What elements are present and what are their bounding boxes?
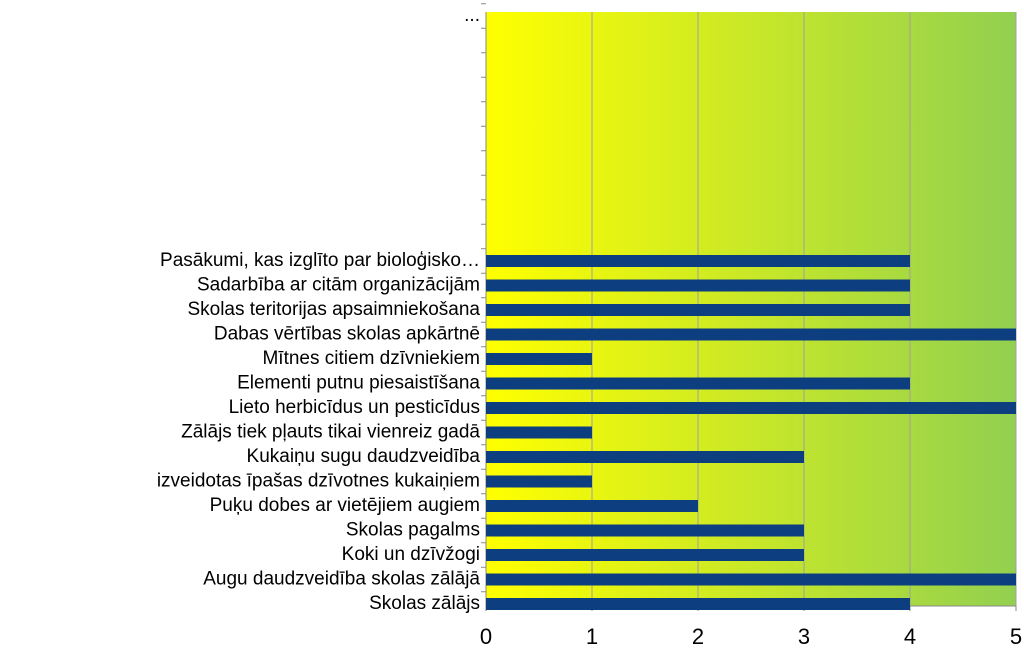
bar <box>486 353 592 365</box>
x-tick-label: 0 <box>480 624 492 649</box>
y-tick-label: Sadarbība ar citām organizācijām <box>197 275 480 296</box>
x-tick-label: 1 <box>586 624 598 649</box>
y-tick-label: Mītnes citiem dzīvniekiem <box>262 348 480 369</box>
x-tick-label: 3 <box>798 624 810 649</box>
bar <box>486 549 804 561</box>
x-tick-label: 4 <box>904 624 916 649</box>
y-tick-label: Skolas pagalms <box>346 520 480 541</box>
y-tick-label: Lieto herbicīdus un pesticīdus <box>229 397 480 418</box>
x-tick-label: 5 <box>1010 624 1022 649</box>
bar <box>486 255 910 267</box>
y-tick-label: Skolas teritorijas apsaimniekošana <box>187 299 480 320</box>
y-tick-label: Augu daudzveidība skolas zālājā <box>203 569 480 590</box>
y-tick-label: Elementi putnu piesaistīšana <box>237 373 480 394</box>
y-tick-label: Kukaiņu sugu daudzveidība <box>247 446 481 467</box>
bar <box>486 475 592 488</box>
y-tick-label: izveidotas īpašas dzīvotnes kukaiņiem <box>157 471 480 492</box>
bar <box>486 304 910 316</box>
y-tick-label: Puķu dobes ar vietējiem augiem <box>210 495 480 516</box>
bar <box>486 524 804 537</box>
bar <box>486 402 1016 414</box>
y-tick-label: Pasākumi, kas izglīto par bioloģisko… <box>160 250 480 271</box>
bar <box>486 426 592 439</box>
bar <box>486 573 1016 586</box>
bar <box>486 328 1016 341</box>
y-tick-label: Koki un dzīvžogi <box>342 544 480 565</box>
y-tick-label: ... <box>464 5 480 26</box>
bar <box>486 451 804 463</box>
bar <box>486 377 910 390</box>
y-tick-label: Dabas vērtības skolas apkārtnē <box>214 324 480 345</box>
y-tick-label: Skolas zālājs <box>369 593 480 614</box>
x-tick-label: 2 <box>692 624 704 649</box>
bar <box>486 279 910 292</box>
bar <box>486 500 698 512</box>
y-tick-label: Zālājs tiek pļauts tikai vienreiz gadā <box>181 422 480 443</box>
bar <box>486 598 910 610</box>
